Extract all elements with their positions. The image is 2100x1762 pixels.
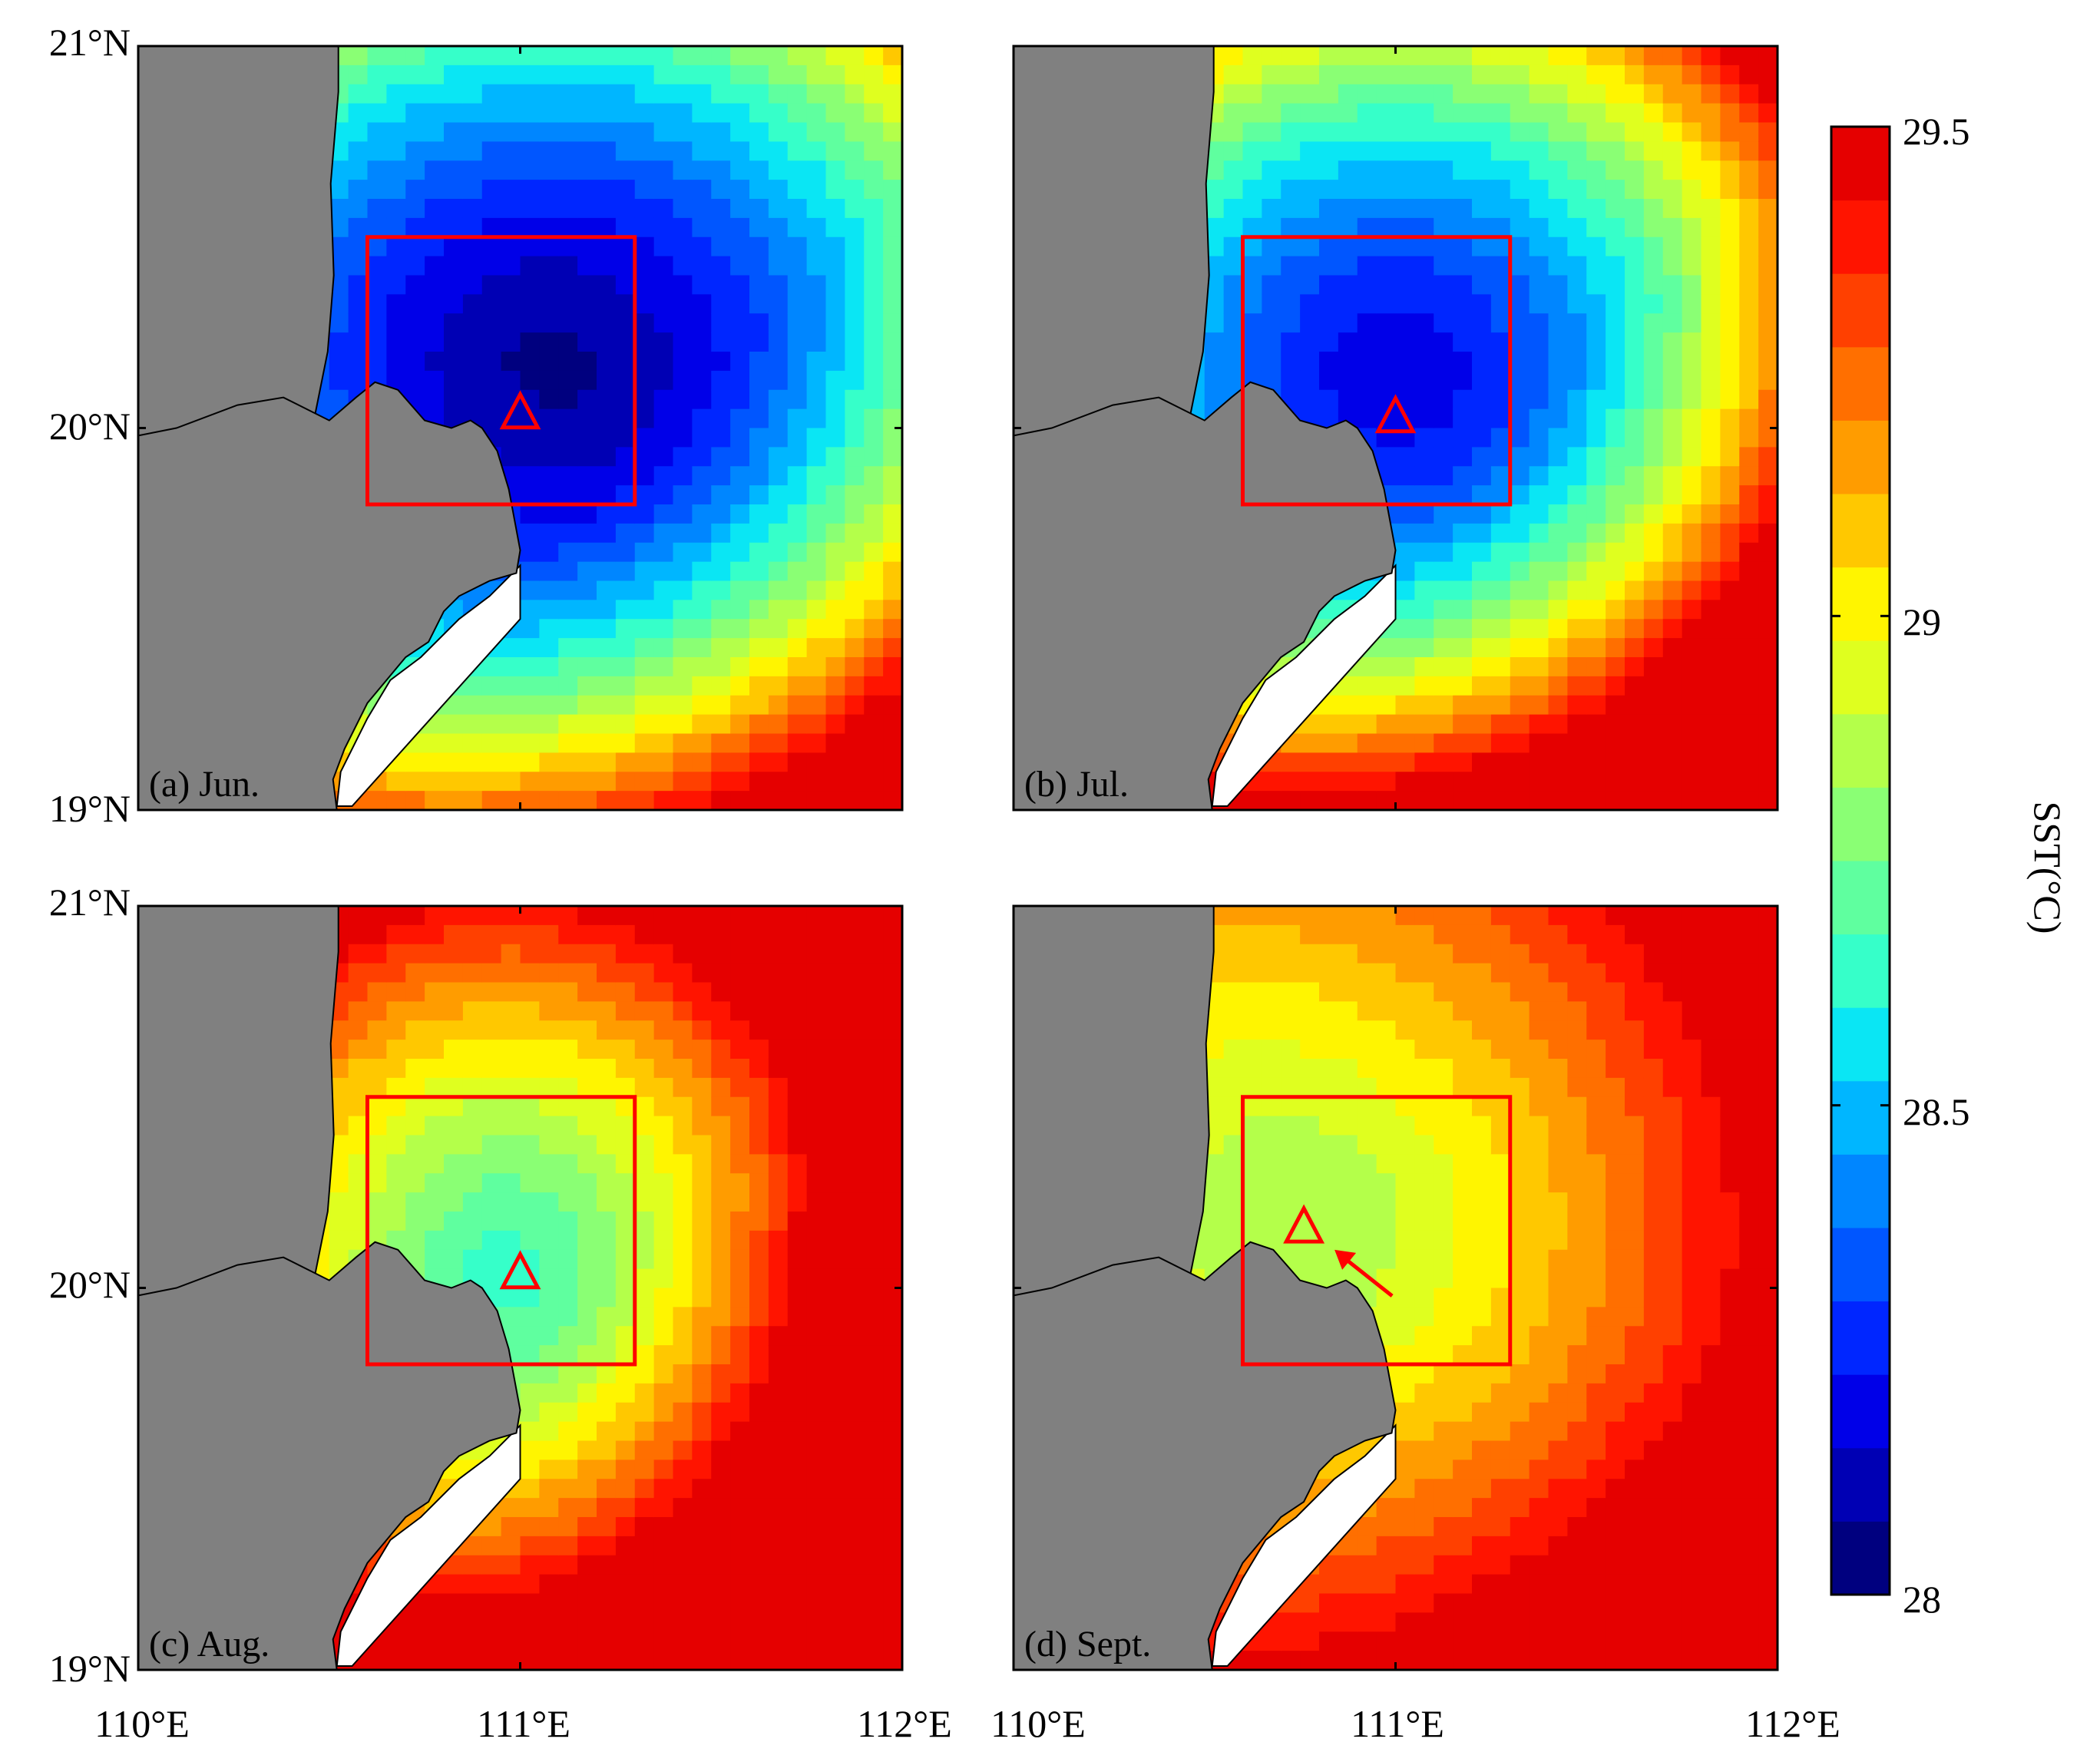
panel-1: (b) Jul. [1012,45,1779,812]
panel-0: (a) Jun. [137,45,904,812]
nodata-area-east [1211,1423,1397,1667]
colorbar-level-12 [1831,640,1890,715]
lon-label-110-left: 110°E [94,1702,190,1745]
lat-label-19-bottom: 19°N [49,1647,131,1690]
colorbar-level-6 [1831,1080,1890,1155]
colorbar-level-3 [1831,1301,1890,1375]
colorbar-frame [1830,125,1891,1596]
latitude-axis-top: 21°N 20°N 19°N [49,21,131,830]
panel-2: (c) Aug. [137,904,904,1671]
station-triangle-marker [1283,1204,1325,1244]
colorbar: 29.5 29 28.5 28 SST(°C) [1830,110,2069,1621]
lon-label-110-right: 110°E [990,1702,1086,1745]
colorbar-tick-29-5: 29.5 [1903,110,1970,153]
colorbar-level-14 [1831,494,1890,568]
lon-label-111-left: 111°E [477,1702,570,1745]
station-triangle-marker [1374,394,1417,434]
land-leizhou [138,906,339,1327]
lon-label-112-right: 112°E [1745,1702,1840,1745]
latitude-axis-bottom: 21°N 20°N 19°N [49,881,131,1690]
lat-label-21-bottom: 21°N [49,881,131,924]
lat-label-21-top: 21°N [49,21,131,64]
station-triangle-marker [499,1250,541,1290]
colorbar-level-1 [1831,1447,1890,1522]
lat-label-19-top: 19°N [49,787,131,830]
panel-label-1: (b) Jul. [1024,764,1129,805]
colorbar-level-18 [1831,200,1890,274]
lon-label-112-left: 112°E [857,1702,952,1745]
colorbar-level-8 [1831,934,1890,1008]
lon-label-111-right: 111°E [1351,1702,1444,1745]
panel-3: (d) Sept. [1012,904,1779,1671]
land-leizhou [1014,906,1215,1327]
colorbar-swatches [1831,125,1890,1596]
colorbar-level-4 [1831,1228,1890,1302]
colorbar-level-16 [1831,346,1890,421]
arrow-shaft [1339,1253,1394,1298]
study-area-box [1241,1095,1513,1367]
map-panels: (a) Jun. (b) Jul. (c) Aug. (d) Sept. [137,45,1779,1671]
land-hainan [138,1241,521,1670]
land-hainan [1014,381,1397,810]
nodata-area-east [336,1423,521,1667]
colorbar-level-9 [1831,861,1890,935]
study-area-box [1241,235,1513,507]
panel-label-3: (d) Sept. [1024,1624,1151,1664]
colorbar-level-17 [1831,273,1890,348]
study-area-box [365,1095,637,1367]
nodata-area-east [1211,564,1397,807]
colorbar-level-19 [1831,127,1890,201]
colorbar-level-13 [1831,567,1890,641]
colorbar-level-0 [1831,1521,1890,1595]
colorbar-tick-28-5: 28.5 [1903,1090,1970,1133]
colorbar-level-15 [1831,420,1890,494]
nodata-area-east [336,564,521,807]
land-hainan [138,381,521,810]
colorbar-level-7 [1831,1007,1890,1082]
colorbar-level-10 [1831,787,1890,861]
colorbar-level-2 [1831,1374,1890,1449]
lat-label-20-bottom: 20°N [49,1263,131,1306]
land-leizhou [138,46,339,468]
lat-label-20-top: 20°N [49,405,131,448]
land-hainan [1014,1241,1397,1670]
colorbar-level-5 [1831,1154,1890,1228]
panel-label-0: (a) Jun. [149,764,260,805]
study-area-box [365,235,637,507]
colorbar-tick-29: 29 [1903,600,1941,643]
colorbar-level-11 [1831,713,1890,788]
arrow-head [1334,1249,1357,1270]
land-leizhou [1014,46,1215,468]
longitude-axis: 110°E 111°E 112°E 110°E 111°E 112°E [94,1702,1840,1745]
colorbar-title: SST(°C) [2026,802,2069,934]
station-triangle-marker [499,390,541,430]
panel-label-2: (c) Aug. [149,1624,270,1664]
colorbar-tick-28: 28 [1903,1578,1941,1621]
